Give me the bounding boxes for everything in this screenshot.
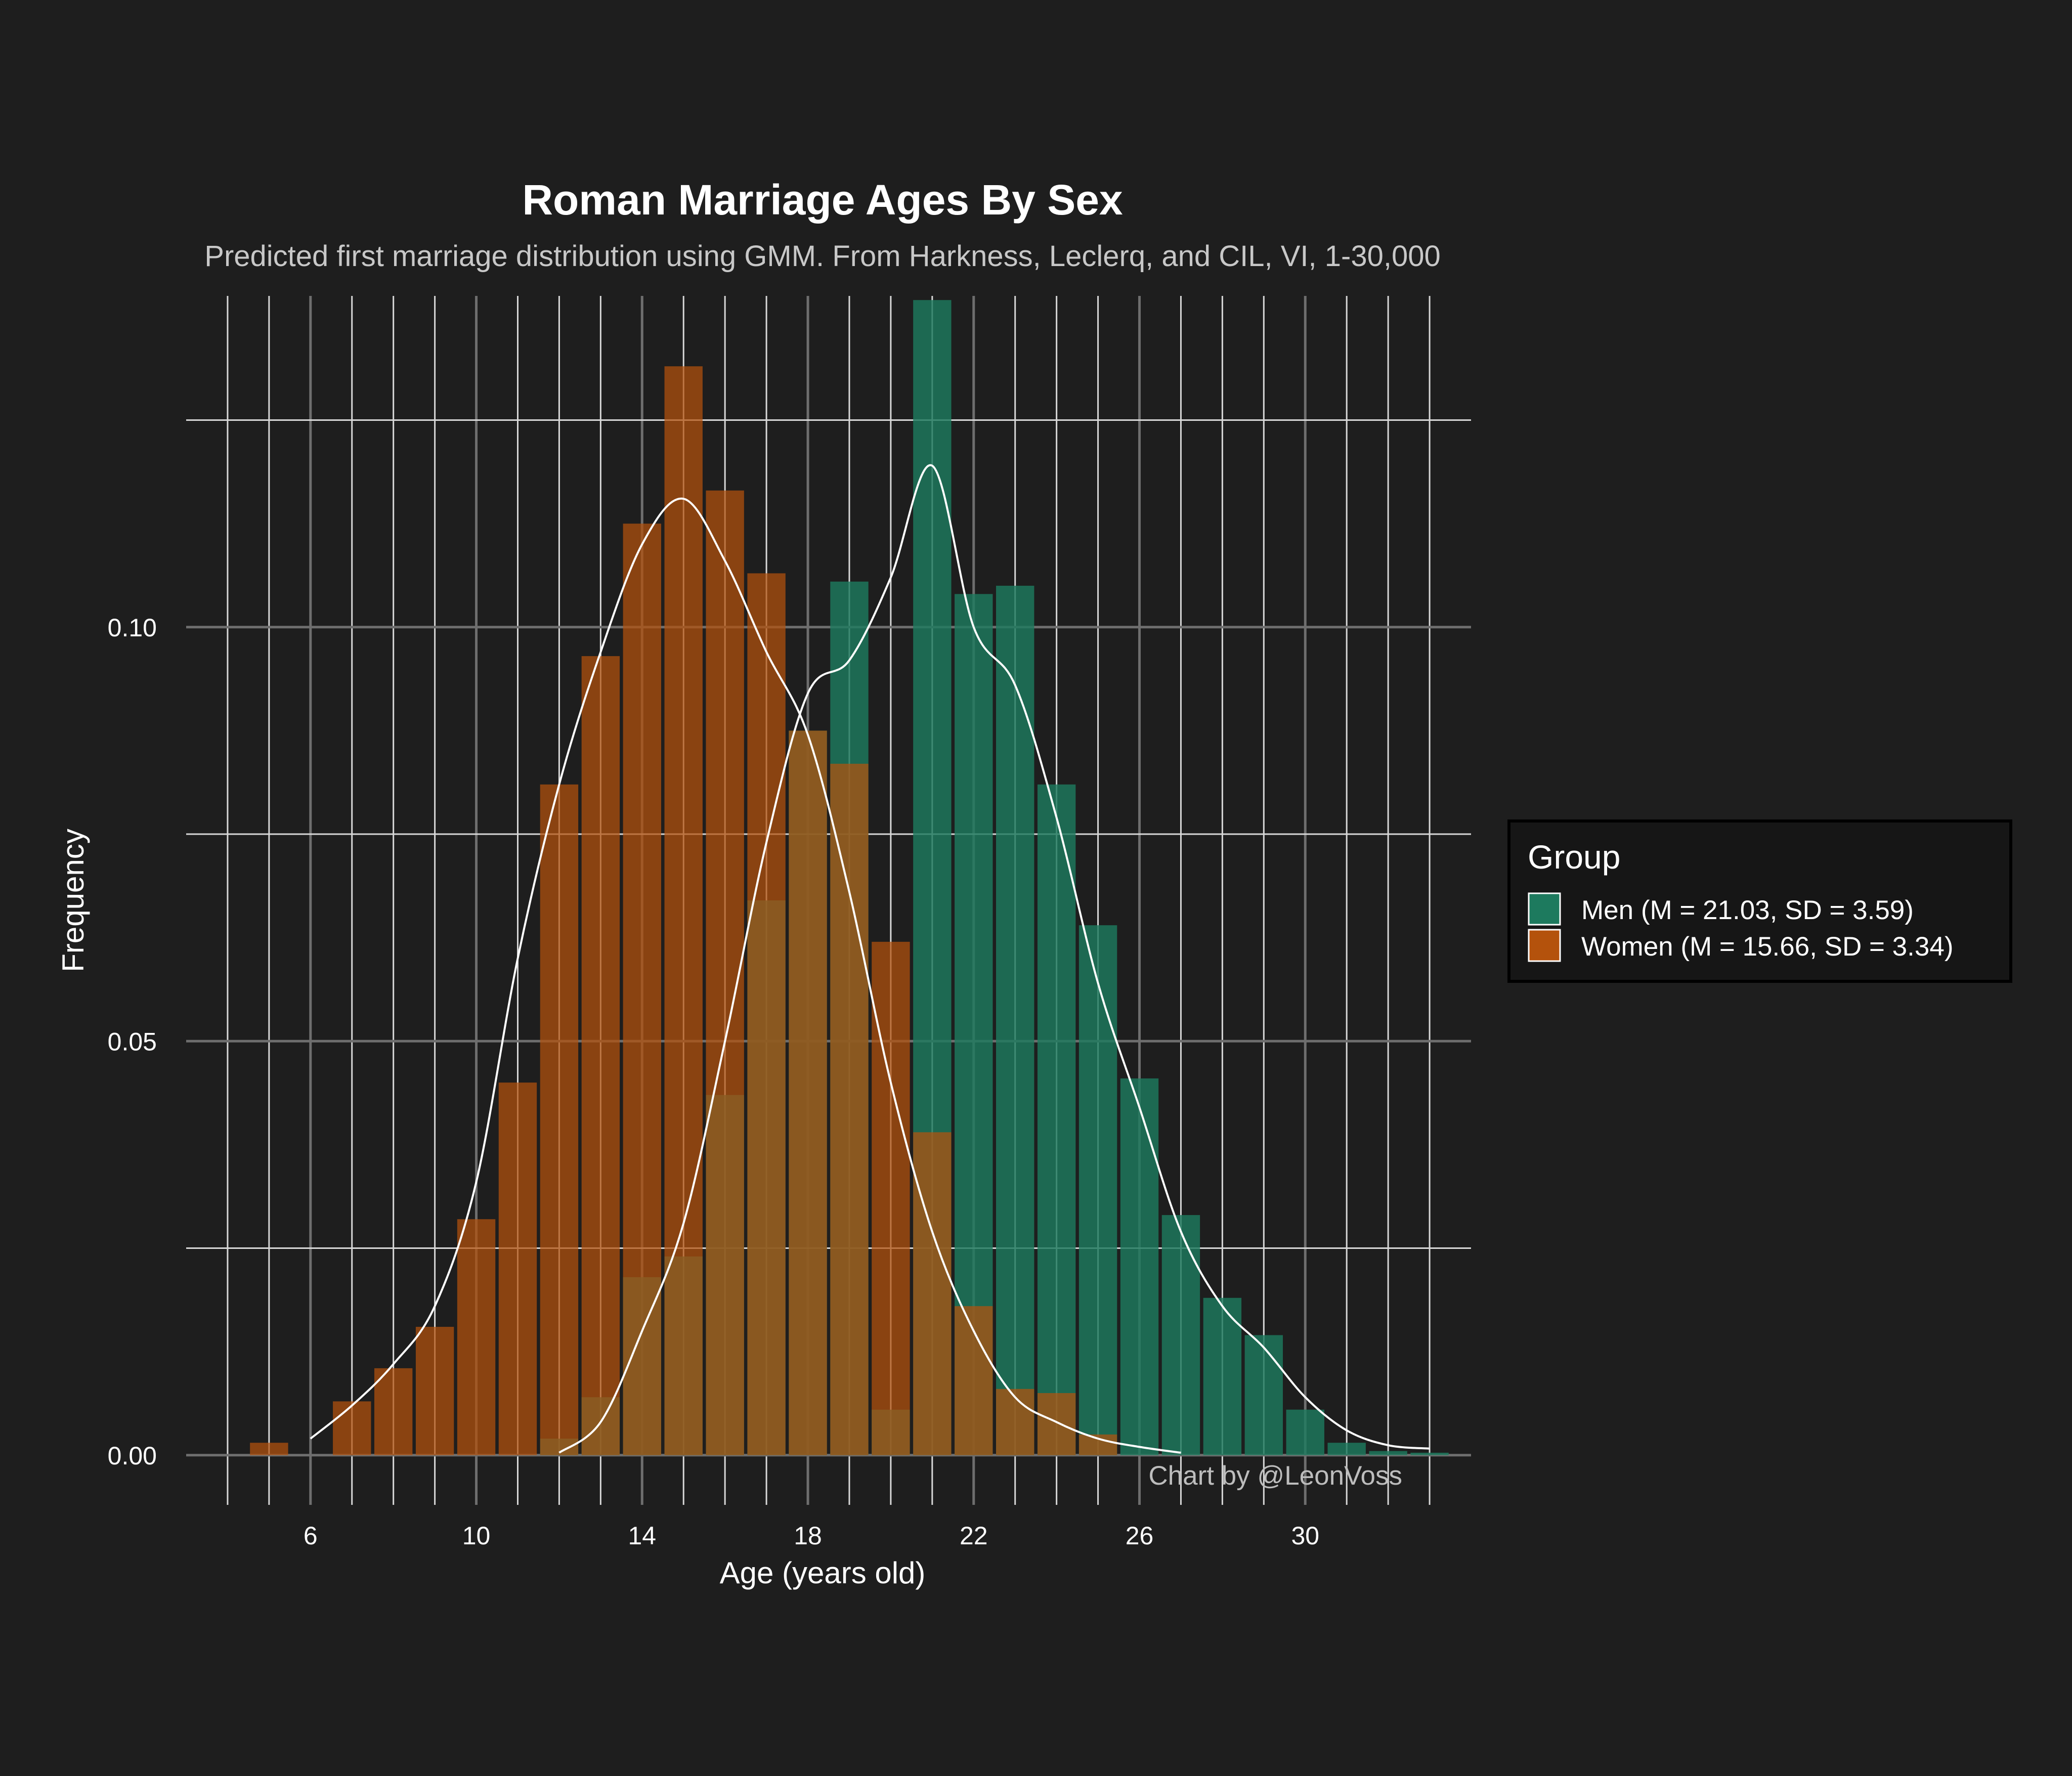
x-tick-label: 22 <box>960 1522 988 1550</box>
y-tick-label: 0.10 <box>108 614 157 642</box>
women-bar <box>540 784 579 1455</box>
women-bar <box>747 573 786 1455</box>
men-bar <box>1286 1409 1324 1455</box>
legend-box <box>1507 819 2012 983</box>
women-bar <box>333 1401 371 1455</box>
men-bar <box>1120 1078 1159 1455</box>
x-tick-label: 6 <box>304 1522 318 1550</box>
women-bar <box>789 730 827 1455</box>
women-bar <box>374 1368 413 1455</box>
men-bar <box>1161 1215 1200 1455</box>
men-bar <box>1410 1452 1449 1455</box>
x-tick-label: 30 <box>1291 1522 1319 1550</box>
women-bar <box>955 1306 993 1455</box>
axis-ticks: 6 10 14 18 22 26 30 0.00 0.05 0.10 <box>108 614 1319 1550</box>
men-bar <box>1078 925 1117 1455</box>
women-bar <box>623 524 661 1455</box>
women-bar <box>498 1082 537 1455</box>
women-histogram <box>250 366 1117 1455</box>
women-bar <box>250 1443 288 1455</box>
chart-caption: Chart by @LeonVoss <box>1148 1461 1402 1491</box>
chart-subtitle: Predicted first marriage distribution us… <box>204 240 1440 273</box>
men-bar <box>1203 1297 1242 1455</box>
women-bar <box>830 763 869 1455</box>
men-bar <box>996 585 1034 1455</box>
women-bar <box>581 656 620 1455</box>
x-tick-label: 18 <box>794 1522 822 1550</box>
legend-swatch-men <box>1528 892 1561 926</box>
density-curves <box>310 464 1430 1454</box>
men-bar <box>1327 1443 1366 1455</box>
legend-swatch-women <box>1528 929 1561 962</box>
women-density-line <box>310 497 1181 1454</box>
women-bar <box>457 1219 496 1455</box>
men-bar <box>1244 1335 1283 1455</box>
legend: Group Men (M = 21.03, SD = 3.59) Women (… <box>1507 819 2012 983</box>
x-axis-title: Age (years old) <box>720 1556 926 1590</box>
women-bar <box>664 366 703 1455</box>
x-tick-label: 26 <box>1126 1522 1154 1550</box>
women-bar <box>1037 1393 1076 1455</box>
women-bar <box>415 1327 454 1455</box>
y-tick-label: 0.05 <box>108 1027 157 1056</box>
chart-title: Roman Marriage Ages By Sex <box>522 176 1123 224</box>
men-bar <box>1037 784 1076 1455</box>
women-bar <box>706 490 744 1455</box>
y-axis-title: Frequency <box>56 829 90 972</box>
legend-label-women: Women (M = 15.66, SD = 3.34) <box>1581 932 1953 962</box>
women-bar <box>913 1132 952 1455</box>
y-tick-label: 0.00 <box>108 1442 157 1470</box>
x-tick-label: 14 <box>628 1522 656 1550</box>
legend-label-men: Men (M = 21.03, SD = 3.59) <box>1581 895 1914 925</box>
x-tick-label: 10 <box>462 1522 491 1550</box>
men-density-line <box>558 464 1430 1454</box>
legend-title: Group <box>1528 838 1620 876</box>
men-bar <box>1369 1451 1407 1455</box>
women-bar <box>996 1389 1034 1455</box>
